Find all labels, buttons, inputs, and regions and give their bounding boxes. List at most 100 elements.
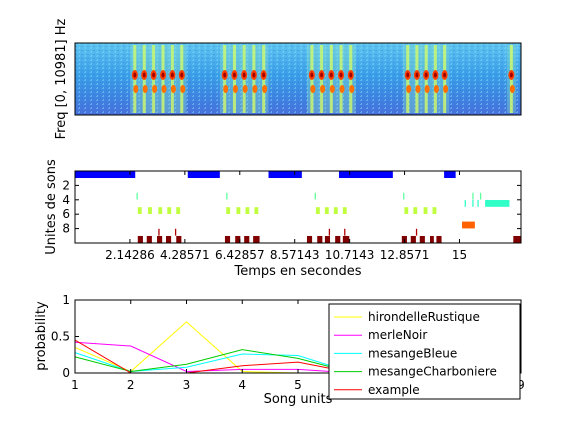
unit-segment <box>245 207 250 215</box>
unit-segment <box>176 235 182 243</box>
unit-segment <box>157 235 163 243</box>
unit-segment <box>419 235 425 243</box>
burst-energy <box>349 85 355 93</box>
units-xtick-label: 10.7143 <box>325 248 375 262</box>
probability-ytick-label: 0 <box>62 366 70 380</box>
burst-peak <box>161 72 165 78</box>
spectrogram-noise <box>75 43 521 115</box>
unit-segment <box>335 235 341 243</box>
burst-peak <box>142 72 146 78</box>
units-xtick-label: 8.57143 <box>270 248 320 262</box>
burst-peak <box>509 72 513 78</box>
unit-segment <box>477 199 479 207</box>
burst-peak <box>329 72 333 78</box>
legend-label: hirondelleRustique <box>368 310 480 324</box>
burst-energy <box>443 85 449 93</box>
burst-energy <box>320 85 326 93</box>
unit-segment <box>342 235 350 243</box>
probability-ylabel: probability <box>34 301 49 371</box>
unit-segment <box>464 199 466 207</box>
legend-items: hirondelleRustique merleNoir mesangeBleue m… <box>334 310 497 397</box>
unit-segment <box>410 235 416 243</box>
burst-energy <box>133 85 139 93</box>
burst-energy <box>339 85 345 93</box>
unit-segment <box>75 171 136 179</box>
unit-segment <box>306 235 313 243</box>
units-ytick-label: 2 <box>62 178 70 192</box>
unit-segment <box>158 207 163 215</box>
unit-segment <box>333 207 338 215</box>
unit-segment <box>415 228 418 236</box>
legend: hirondelleRustique merleNoir mesangeBleue m… <box>328 303 521 400</box>
unit-segment <box>436 235 442 243</box>
units-frame <box>74 170 522 244</box>
unit-segment <box>187 171 220 179</box>
burst-peak <box>406 72 410 78</box>
units-xtick-label: 2.14286 <box>105 248 155 262</box>
burst-peak <box>170 72 174 78</box>
unit-segment <box>226 192 228 200</box>
unit-segment <box>165 235 172 243</box>
unit-segment <box>472 199 474 207</box>
burst-energy <box>170 85 176 93</box>
legend-box <box>328 303 521 400</box>
burst-peak <box>443 72 447 78</box>
probability-xtick-label: 1 <box>71 378 79 392</box>
unit-segment <box>339 171 393 179</box>
legend-label: merleNoir <box>368 328 427 342</box>
unit-segment <box>253 235 260 243</box>
unit-segment <box>315 207 320 215</box>
burst-energy <box>329 85 335 93</box>
probability-xtick-label: 2 <box>127 378 135 392</box>
unit-segment <box>314 192 316 200</box>
unit-segments <box>75 171 521 243</box>
unit-segment <box>254 207 259 215</box>
unit-segment <box>344 228 346 236</box>
units-xtick-label: 12.8571 <box>380 248 430 262</box>
unit-segment <box>485 199 510 207</box>
burst-band <box>130 45 187 113</box>
unit-segment <box>324 235 331 243</box>
burst-energy <box>142 85 148 93</box>
units-ylabel: Unites de sons <box>44 159 59 255</box>
unit-segment <box>513 235 521 243</box>
burst-peak <box>152 72 156 78</box>
unit-segment <box>235 235 241 243</box>
unit-segment <box>404 207 409 215</box>
unit-segment <box>403 192 405 200</box>
burst-energy <box>415 85 421 93</box>
spectrogram-frame <box>74 42 522 116</box>
burst-peak <box>349 72 353 78</box>
burst-peak <box>310 72 314 78</box>
unit-segment <box>324 207 329 215</box>
burst-peak <box>242 72 246 78</box>
probability-xtick-label: 4 <box>238 378 246 392</box>
spectrogram-bursts <box>130 45 516 113</box>
burst-energy <box>152 85 158 93</box>
burst-energy <box>161 85 167 93</box>
probability-xlabel: Song units <box>264 392 333 407</box>
unit-segment <box>137 235 143 243</box>
burst-energy <box>433 85 439 93</box>
unit-segment <box>413 207 418 215</box>
unit-segment <box>317 235 323 243</box>
units-xtick-label: 6.42857 <box>215 248 265 262</box>
burst-peak <box>133 72 137 78</box>
unit-segment <box>148 207 152 215</box>
units-background <box>75 171 521 243</box>
units-xlabel: Temps en secondes <box>233 264 361 279</box>
probability-xtick-label: 9 <box>517 378 525 392</box>
probability-yticks: 00.51 <box>51 293 521 380</box>
spectrogram-ylabel: Freq [0, 10981] Hz <box>54 18 69 139</box>
legend-label: mesangeBleue <box>368 346 457 360</box>
unit-segment <box>268 171 302 179</box>
burst-energy <box>223 85 229 93</box>
burst-peak <box>223 72 227 78</box>
burst-peak <box>320 72 324 78</box>
burst-peak <box>433 72 437 78</box>
burst-peak <box>252 72 256 78</box>
probability-ytick-label: 0.5 <box>51 330 70 344</box>
